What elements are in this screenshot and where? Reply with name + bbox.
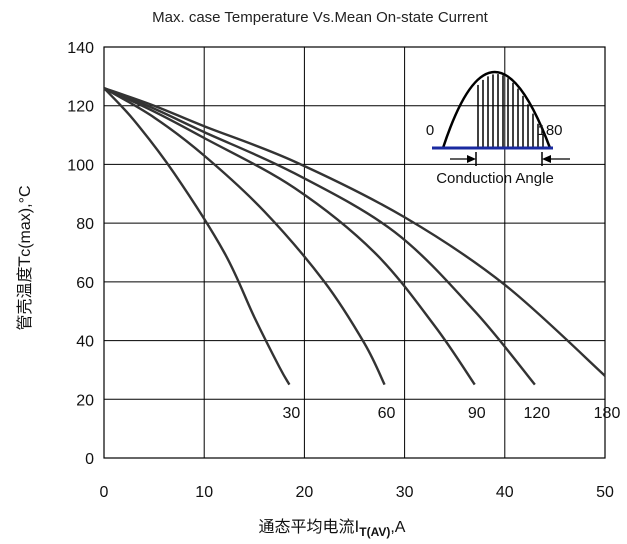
x-axis-label: 通态平均电流IT(AV),A [259, 517, 406, 539]
series-label-30: 30 [282, 405, 300, 422]
series-line-30 [103, 87, 291, 386]
inset-hatch [477, 74, 544, 148]
x-tick-labels: 0 10 20 30 40 50 [100, 484, 614, 501]
x-tick-0: 0 [100, 484, 109, 501]
chart-title: Max. case Temperature Vs.Mean On-state C… [152, 9, 489, 26]
inset-arrow-left-head [467, 155, 476, 163]
series-lines [103, 86, 606, 386]
inset-start-label: 0 [426, 122, 434, 139]
series-line-180 [103, 86, 606, 377]
y-axis-label-unit: ,°C [17, 185, 34, 207]
x-tick-30: 30 [396, 484, 414, 501]
inset-end-label: 180 [537, 122, 562, 139]
series-line-90 [103, 87, 476, 386]
x-axis-label-main: 通态平均电流I [259, 517, 360, 536]
y-tick-60: 60 [76, 275, 94, 292]
x-tick-20: 20 [296, 484, 314, 501]
series-line-60 [103, 87, 386, 386]
x-tick-10: 10 [195, 484, 213, 501]
inset-half-sine [441, 70, 552, 149]
y-tick-120: 120 [67, 99, 94, 116]
inset-arrow-right-head [542, 155, 551, 163]
series-line-120 [103, 86, 536, 386]
y-tick-20: 20 [76, 392, 94, 409]
y-tick-100: 100 [67, 157, 94, 174]
series-label-90: 90 [468, 405, 486, 422]
x-tick-50: 50 [596, 484, 614, 501]
series-labels: 30 60 90 120 180 [282, 405, 620, 422]
y-tick-labels: 0 20 40 60 80 100 120 140 [67, 40, 94, 468]
series-label-180: 180 [594, 405, 621, 422]
y-axis-label-sub: c(max) [17, 208, 34, 257]
inset-caption: Conduction Angle [436, 170, 554, 187]
plot-frame [103, 46, 606, 459]
y-axis-label-main: 管壳温度T [15, 257, 34, 331]
y-tick-0: 0 [85, 451, 94, 468]
conduction-angle-inset: 0 180 Conduction Angle [426, 70, 570, 187]
x-axis-label-unit: ,A [390, 519, 405, 536]
x-axis-label-sub: T(AV) [359, 525, 390, 539]
y-tick-40: 40 [76, 334, 94, 351]
x-tick-40: 40 [496, 484, 514, 501]
series-label-60: 60 [378, 405, 396, 422]
series-label-120: 120 [524, 405, 551, 422]
y-tick-140: 140 [67, 40, 94, 57]
grid [103, 46, 606, 459]
y-tick-80: 80 [76, 216, 94, 233]
y-axis-label: 管壳温度Tc(max),°C [15, 185, 34, 330]
